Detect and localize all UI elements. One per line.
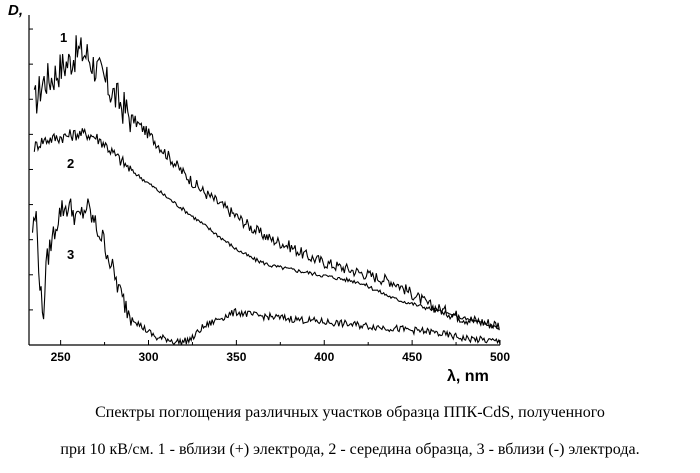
tick-marks [29, 29, 500, 345]
series-line-3 [33, 199, 501, 346]
series-line-2 [34, 128, 499, 329]
x-tick-label: 500 [490, 350, 510, 364]
x-tick-label: 450 [402, 350, 422, 364]
figure-caption-line-2: при 10 кВ/см. 1 - вблизи (+) электрода, … [0, 441, 700, 459]
series-lines [33, 35, 501, 345]
figure-caption-line-1: Спектры поглощения различных участков об… [0, 404, 700, 422]
x-tick-label: 250 [51, 350, 71, 364]
y-axis-title: D, [8, 2, 23, 19]
x-tick-label: 300 [138, 350, 158, 364]
absorption-spectra-chart: 250 300 350 400 450 500 1 2 3 [0, 0, 700, 400]
series-label-2: 2 [67, 156, 74, 171]
axes [29, 15, 500, 345]
tick-labels: 250 300 350 400 450 500 [51, 350, 511, 364]
series-label-1: 1 [60, 30, 67, 45]
x-tick-label: 400 [314, 350, 334, 364]
x-tick-label: 350 [226, 350, 246, 364]
series-label-3: 3 [67, 247, 74, 262]
x-axis-title: λ, nm [447, 368, 489, 386]
series-line-1 [34, 35, 499, 330]
